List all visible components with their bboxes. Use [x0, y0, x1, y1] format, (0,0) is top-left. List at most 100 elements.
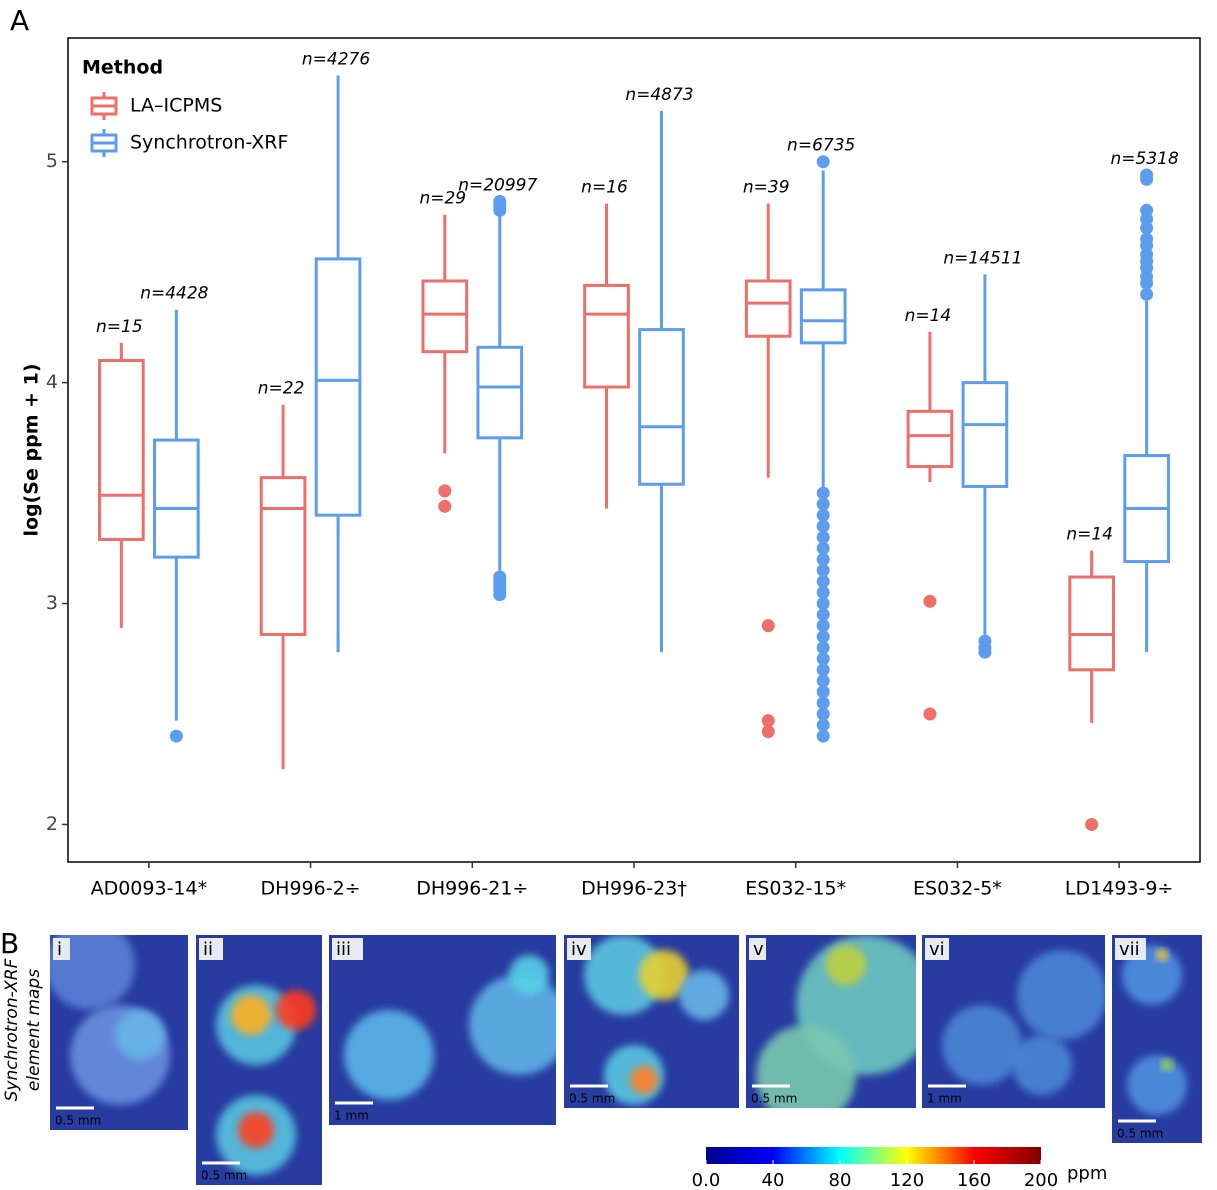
- legend-label: LA–ICPMS: [130, 95, 222, 117]
- map-blob: [276, 990, 316, 1030]
- n-label: n=20997: [458, 175, 537, 195]
- figure: A B log(Se ppm + 1) Synchrotron-XRF elem…: [0, 0, 1217, 1190]
- n-label: n=22: [258, 379, 305, 399]
- x-tick-label: 200: [1024, 1170, 1058, 1190]
- element-map: [1112, 935, 1202, 1143]
- y-tick-label: 4: [46, 371, 58, 393]
- n-label: n=16: [581, 178, 628, 198]
- plot-frame: [68, 38, 1200, 862]
- x-tick-label: ES032-15*: [745, 878, 846, 900]
- maps-title: element maps: [24, 969, 44, 1091]
- n-label: n=14: [1066, 525, 1113, 545]
- outlier: [1085, 818, 1098, 831]
- legend-key: [92, 129, 116, 157]
- outlier: [493, 195, 506, 208]
- x-tick-label: 0.0: [692, 1170, 721, 1190]
- n-label: n=14511: [943, 248, 1022, 268]
- scale-label: 0.5 mm: [751, 1092, 797, 1106]
- map-blob: [45, 920, 135, 1010]
- y-tick-label: 3: [46, 592, 58, 614]
- y-tick-label: 5: [46, 150, 58, 172]
- box: [478, 347, 522, 438]
- outlier: [1140, 204, 1153, 217]
- legend-label: Synchrotron-XRF: [130, 132, 288, 154]
- map-blob: [1012, 1035, 1072, 1095]
- outlier: [1140, 168, 1153, 181]
- map-blob: [1017, 950, 1107, 1040]
- scale-label: 0.5 mm: [569, 1092, 615, 1106]
- box: [316, 259, 360, 515]
- x-tick-label: 160: [957, 1170, 991, 1190]
- legend-key: [92, 92, 116, 120]
- outlier: [923, 707, 936, 720]
- outlier: [923, 595, 936, 608]
- map-blob: [826, 945, 866, 985]
- box: [585, 285, 629, 387]
- n-label: n=4428: [140, 284, 208, 304]
- scale-label: 0.5 mm: [1117, 1127, 1163, 1141]
- map-label: vi: [929, 939, 945, 960]
- map-blob: [679, 970, 729, 1020]
- x-tick-label: DH996-2÷: [261, 878, 361, 900]
- n-label: n=5318: [1110, 149, 1178, 169]
- map-blob: [942, 1005, 1022, 1085]
- outlier: [438, 484, 451, 497]
- scale-label: 1 mm: [927, 1092, 962, 1106]
- map-label: ii: [203, 939, 213, 960]
- scale-label: 0.5 mm: [201, 1169, 247, 1183]
- element-map: [922, 935, 1107, 1108]
- colorbar: [706, 1147, 1041, 1164]
- map-blob: [1156, 949, 1168, 961]
- outlier: [170, 730, 183, 743]
- box: [100, 361, 144, 540]
- scale-label: 1 mm: [334, 1109, 369, 1123]
- x-tick-label: 40: [762, 1170, 785, 1190]
- y-tick-label: 2: [46, 813, 58, 835]
- panel-label: B: [0, 927, 19, 960]
- map-blob: [756, 1025, 856, 1125]
- map-blob: [630, 1066, 658, 1094]
- box: [1070, 577, 1114, 670]
- n-label: n=15: [96, 317, 143, 337]
- maps-title: Synchrotron-XRF: [2, 958, 22, 1101]
- box: [261, 478, 305, 635]
- box: [746, 281, 790, 336]
- outlier: [493, 588, 506, 601]
- map-blob: [344, 1010, 434, 1100]
- outlier: [762, 725, 775, 738]
- n-label: n=4276: [302, 50, 370, 70]
- box: [963, 383, 1007, 487]
- n-label: n=4873: [625, 85, 693, 105]
- n-label: n=6735: [787, 136, 855, 156]
- x-tick-label: 120: [890, 1170, 924, 1190]
- x-tick-label: 80: [829, 1170, 852, 1190]
- element-map: [564, 935, 739, 1108]
- outlier: [817, 155, 830, 168]
- map-blob: [238, 1112, 274, 1148]
- map-blob: [1161, 1059, 1173, 1071]
- x-tick-label: DH996-23†: [581, 878, 687, 900]
- map-blob: [1127, 1055, 1187, 1115]
- y-axis-label: log(Se ppm + 1): [21, 363, 43, 536]
- scale-label: 0.5 mm: [55, 1114, 101, 1128]
- outlier: [438, 500, 451, 513]
- map-label: iv: [571, 939, 587, 960]
- outlier: [817, 730, 830, 743]
- outlier: [762, 619, 775, 632]
- box: [155, 440, 199, 557]
- box: [423, 281, 467, 352]
- panel-label: A: [10, 4, 29, 37]
- box: [640, 330, 684, 485]
- legend-title: Method: [82, 57, 163, 79]
- element-map: [196, 935, 322, 1185]
- map-label: i: [57, 939, 62, 960]
- x-tick-label: LD1493-9÷: [1065, 878, 1173, 900]
- box: [908, 411, 952, 466]
- x-tick-label: ES032-5*: [913, 878, 1002, 900]
- map-blob: [509, 955, 549, 995]
- box: [801, 290, 845, 343]
- map-blob: [231, 995, 271, 1035]
- outlier: [978, 646, 991, 659]
- map-blob: [115, 1010, 165, 1060]
- element-map: [329, 935, 569, 1125]
